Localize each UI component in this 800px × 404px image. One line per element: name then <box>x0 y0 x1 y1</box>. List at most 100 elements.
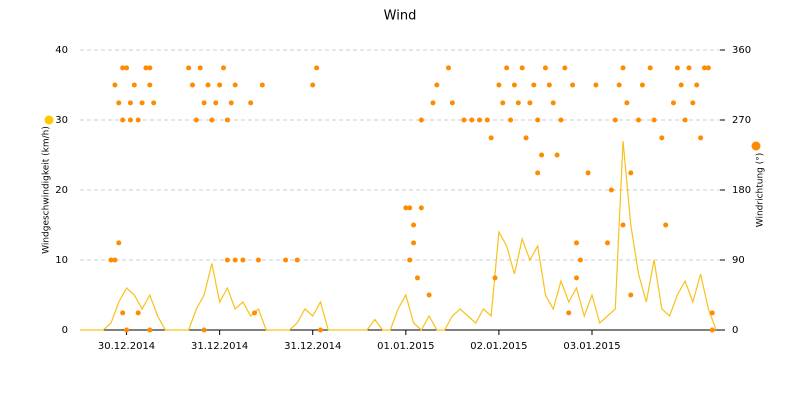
direction-dot <box>694 82 700 88</box>
direction-dot <box>147 65 153 71</box>
direction-dot <box>620 222 626 228</box>
direction-dot <box>147 82 153 88</box>
direction-dot <box>570 82 576 88</box>
direction-dot <box>674 65 680 71</box>
direction-dot <box>201 327 207 333</box>
direction-dot <box>496 82 502 88</box>
chart-title: Wind <box>384 9 417 24</box>
direction-dot <box>511 82 517 88</box>
direction-dot <box>577 257 583 263</box>
direction-dot <box>232 82 238 88</box>
direction-dot <box>492 275 498 281</box>
direction-dot <box>539 152 545 158</box>
direction-dot <box>221 65 227 71</box>
direction-dot <box>232 257 238 263</box>
direction-dot <box>317 327 323 333</box>
direction-dot <box>461 117 467 123</box>
direction-dot <box>411 240 417 246</box>
direction-dot <box>124 327 130 333</box>
direction-dot <box>647 65 653 71</box>
direction-dot <box>508 117 514 123</box>
direction-dot <box>523 135 529 141</box>
direction-dot <box>678 82 684 88</box>
direction-dot <box>252 310 258 316</box>
direction-dot <box>228 100 234 106</box>
x-tick-label: 31.12.2014 <box>191 341 248 352</box>
direction-dot <box>213 100 219 106</box>
speed-line <box>80 140 717 331</box>
direction-dot <box>189 82 195 88</box>
direction-dot <box>197 65 203 71</box>
direction-dot <box>558 117 564 123</box>
legend-marker <box>751 141 761 151</box>
direction-dot <box>143 65 149 71</box>
direction-dot <box>310 82 316 88</box>
x-tick-label: 31.12.2014 <box>284 341 341 352</box>
direction-dot <box>112 82 118 88</box>
direction-dot <box>535 170 541 176</box>
direction-dot <box>573 240 579 246</box>
direction-dot <box>488 135 494 141</box>
y2-tick-label: 0 <box>732 325 738 336</box>
direction-dot <box>255 257 261 263</box>
direction-dot <box>709 310 715 316</box>
direction-dot <box>515 100 521 106</box>
direction-dot <box>585 170 591 176</box>
direction-dot <box>248 100 254 106</box>
direction-dot <box>411 222 417 228</box>
direction-dot <box>217 82 223 88</box>
direction-dot <box>407 205 413 211</box>
direction-dot <box>535 117 541 123</box>
direction-dot <box>131 82 137 88</box>
direction-dot <box>682 117 688 123</box>
direction-dot <box>477 117 483 123</box>
direction-dot <box>562 65 568 71</box>
y2-tick-label: 270 <box>732 115 751 126</box>
direction-dot <box>193 117 199 123</box>
direction-dot <box>663 222 669 228</box>
direction-dot <box>698 135 704 141</box>
direction-dot <box>116 240 122 246</box>
direction-dot <box>554 152 560 158</box>
direction-dot <box>690 100 696 106</box>
direction-dot <box>620 65 626 71</box>
direction-dot <box>224 117 230 123</box>
direction-dot <box>112 257 118 263</box>
direction-dot <box>705 65 711 71</box>
direction-dot <box>240 257 246 263</box>
direction-dot <box>605 240 611 246</box>
direction-dot <box>593 82 599 88</box>
direction-dot <box>519 65 525 71</box>
direction-dot <box>135 310 141 316</box>
direction-dot <box>546 82 552 88</box>
direction-dot <box>430 100 436 106</box>
direction-dot <box>120 117 126 123</box>
direction-dot <box>612 117 618 123</box>
direction-dot <box>414 275 420 281</box>
direction-dot <box>628 170 634 176</box>
direction-dot <box>127 117 133 123</box>
direction-dot <box>651 117 657 123</box>
x-tick-label: 01.01.2015 <box>377 341 434 352</box>
direction-dot <box>147 327 153 333</box>
direction-dot <box>449 100 455 106</box>
direction-dot <box>259 82 265 88</box>
direction-dot <box>127 100 133 106</box>
y2-tick-label: 360 <box>732 45 751 56</box>
x-tick-label: 02.01.2015 <box>470 341 527 352</box>
direction-dot <box>542 65 548 71</box>
direction-dot <box>209 117 215 123</box>
direction-dot <box>116 100 122 106</box>
y-tick-label: 30 <box>55 115 68 126</box>
y-tick-label: 10 <box>55 255 68 266</box>
legend-marker <box>44 115 54 125</box>
direction-dot <box>403 205 409 211</box>
direction-dot <box>201 100 207 106</box>
direction-dot <box>151 100 157 106</box>
direction-dot <box>418 205 424 211</box>
direction-dot <box>573 275 579 281</box>
direction-dot <box>628 292 634 298</box>
direction-dot <box>531 82 537 88</box>
direction-dot <box>407 257 413 263</box>
